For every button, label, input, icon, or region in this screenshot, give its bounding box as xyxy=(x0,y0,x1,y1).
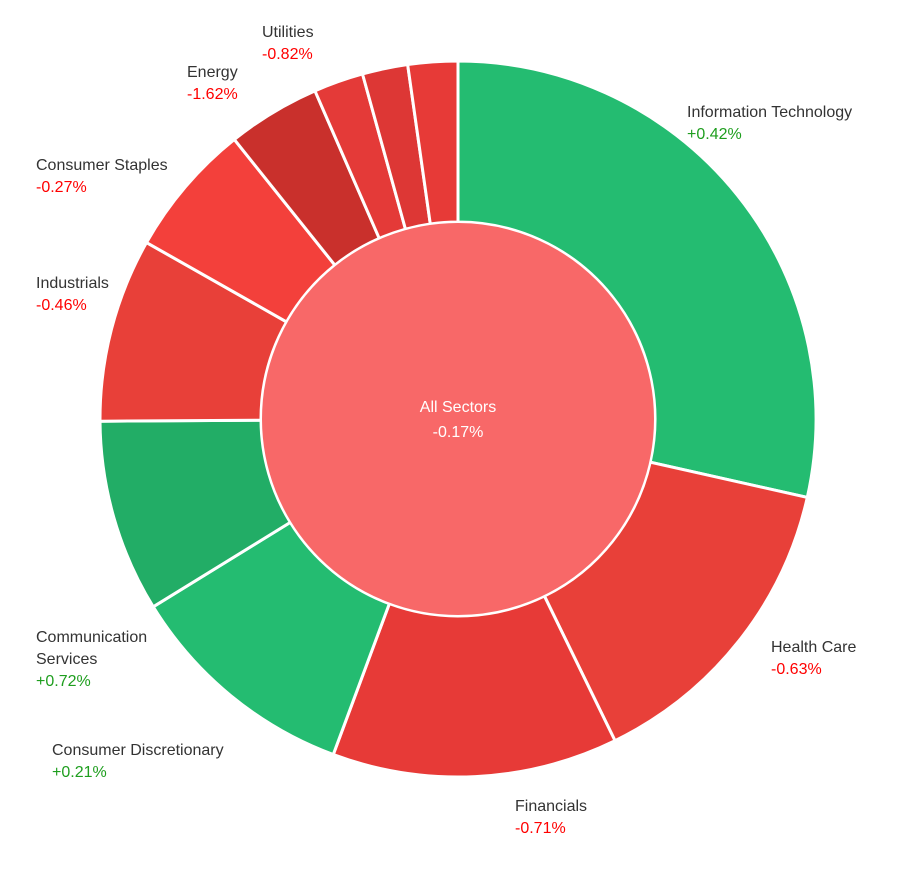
sector-label-consumer-staples: Consumer Staples xyxy=(36,157,168,174)
sector-label-industrials: Industrials xyxy=(36,275,109,292)
sector-label-utilities: Utilities xyxy=(262,24,314,41)
center-label: All Sectors xyxy=(420,399,496,416)
sector-label-communication-services: Communication xyxy=(36,629,147,646)
sector-change-communication-services: +0.72% xyxy=(36,673,91,690)
sector-label-communication-services: Services xyxy=(36,651,97,668)
sector-label-health-care: Health Care xyxy=(771,639,856,656)
sector-ring xyxy=(98,59,818,779)
sector-change-consumer-staples: -0.27% xyxy=(36,179,87,196)
sector-label-information-technology: Information Technology xyxy=(687,104,852,121)
sector-change-financials: -0.71% xyxy=(515,820,566,837)
sector-change-information-technology: +0.42% xyxy=(687,126,742,143)
sector-labels: Information Technology +0.42% Health Care -… xyxy=(36,24,856,837)
sector-change-consumer-discretionary: +0.21% xyxy=(52,764,107,781)
sector-label-energy: Energy xyxy=(187,64,238,81)
sector-change-industrials: -0.46% xyxy=(36,297,87,314)
sector-label-consumer-discretionary: Consumer Discretionary xyxy=(52,742,224,759)
center-circle[interactable] xyxy=(260,221,656,617)
center-change: -0.17% xyxy=(433,424,484,441)
sector-change-utilities: -0.82% xyxy=(262,46,313,63)
sector-label-financials: Financials xyxy=(515,798,587,815)
sector-change-energy: -1.62% xyxy=(187,86,238,103)
sector-change-health-care: -0.63% xyxy=(771,661,822,678)
